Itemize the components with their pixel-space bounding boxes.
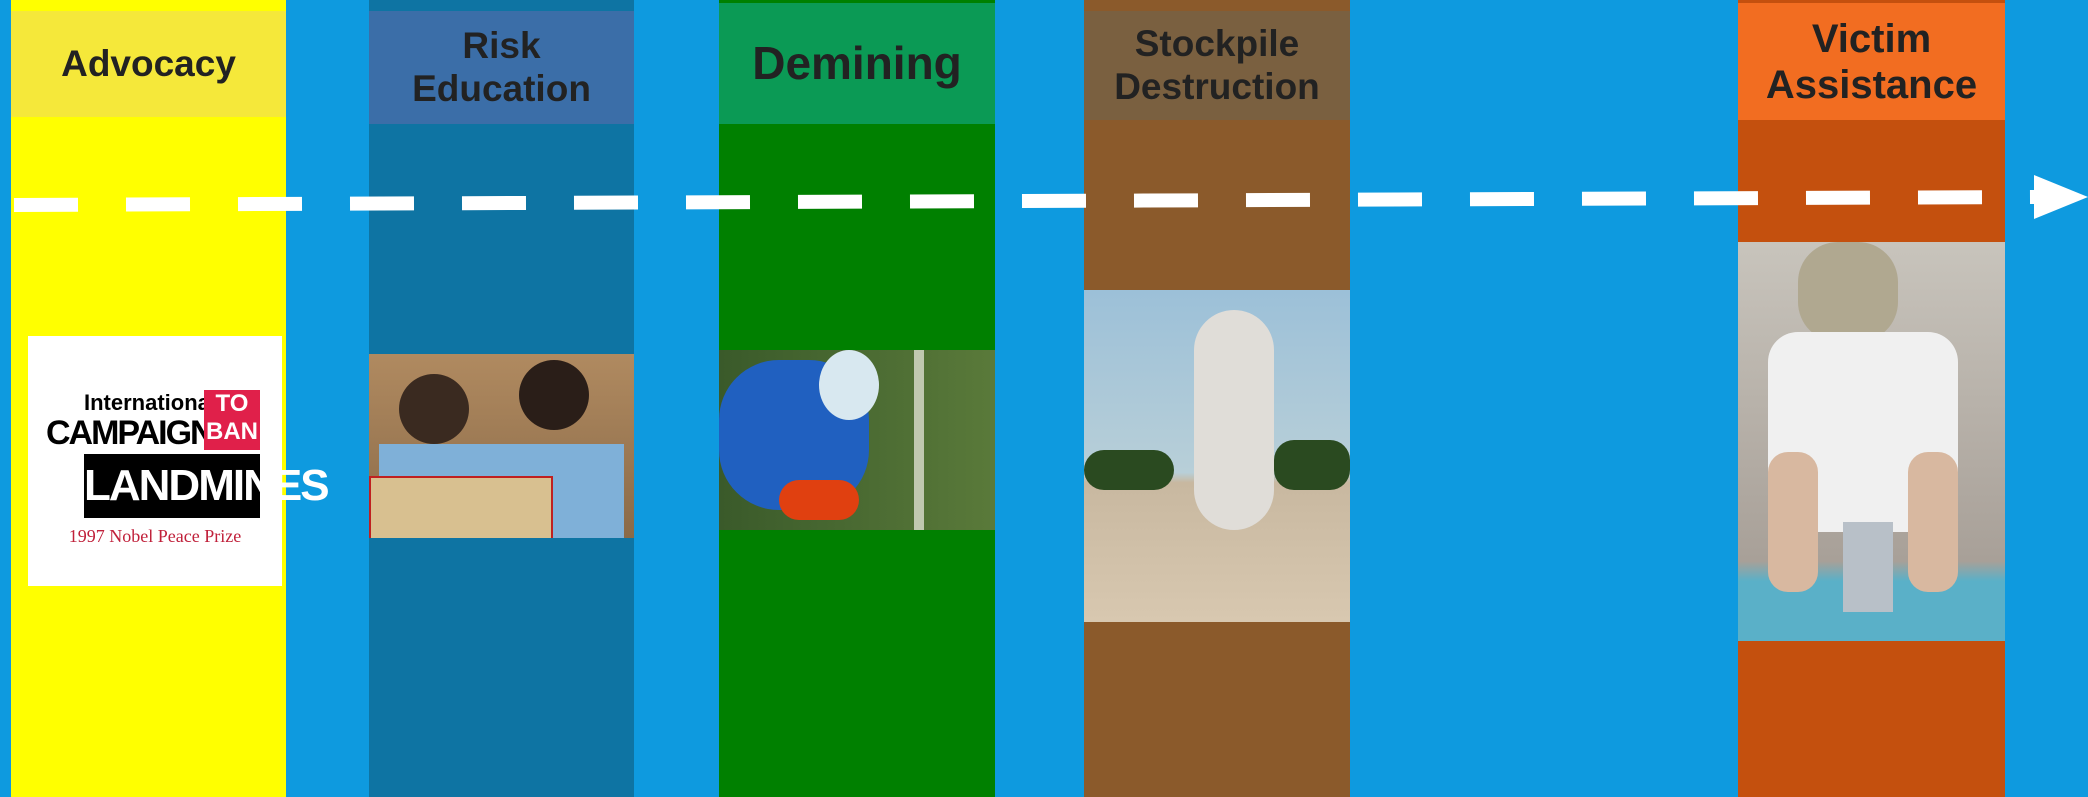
slide: Advocacy International CAMPAIGN TOBAN LA… xyxy=(0,0,2088,797)
dashed-arrow xyxy=(14,197,2035,205)
arrow-head xyxy=(2034,175,2088,219)
timeline xyxy=(0,0,2088,797)
